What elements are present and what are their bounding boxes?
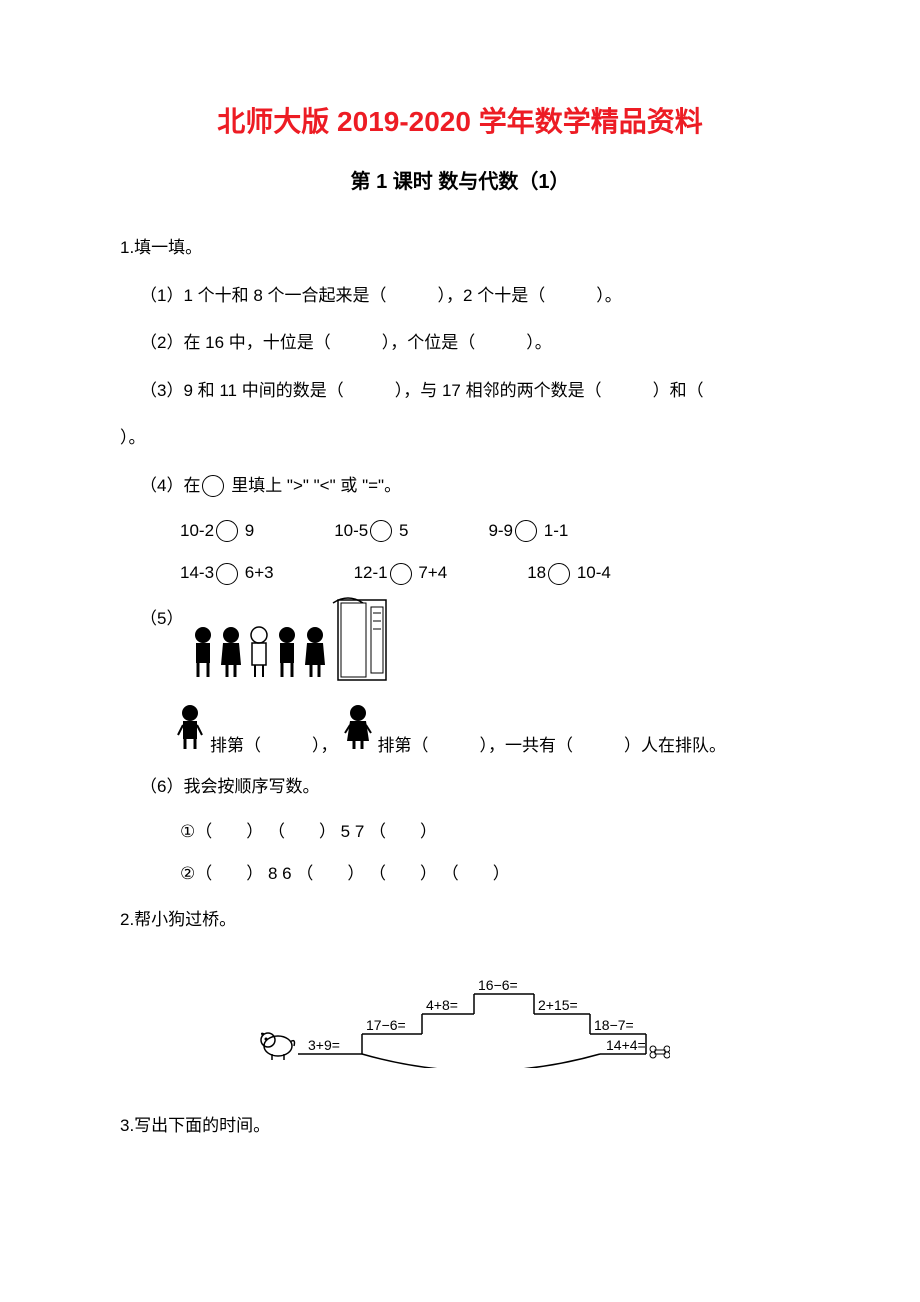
step-label: 16−6= <box>478 977 518 993</box>
q1-s4-text-b: 里填上 ">" "<" 或 "="。 <box>226 476 401 495</box>
q1-s3a: （3）9 和 11 中间的数是（ ），与 17 相邻的两个数是（ ）和（ <box>120 367 800 415</box>
q1-s5-line2: 排第（ ）， 排第（ ），一共有（ ）人在排队。 <box>120 703 800 763</box>
expr: 6+3 <box>240 563 274 582</box>
q1-s4-text-a: （4）在 <box>140 476 200 495</box>
q1-s4-header: （4）在 里填上 ">" "<" 或 "="。 <box>120 462 800 510</box>
step-label: 14+4= <box>606 1037 646 1053</box>
circle-blank-icon <box>202 475 224 497</box>
expr: 9-9 <box>488 521 513 540</box>
expr: 1-1 <box>539 521 568 540</box>
question-2: 2.帮小狗过桥。 3+9= 17−6= 4+8= 16−6= <box>120 896 800 1087</box>
q1-s6-seq1: ①（ ） （ ） 5 7 （ ） <box>120 811 800 854</box>
q1-s3b: ）。 <box>120 414 800 462</box>
queue-illustration <box>183 595 393 704</box>
bridge-diagram: 3+9= 17−6= 4+8= 16−6= 2+15= 18−7= 14+4= <box>120 958 800 1087</box>
circle-blank-icon <box>548 563 570 585</box>
step-label: 3+9= <box>308 1037 340 1053</box>
expr: 12-1 <box>354 563 388 582</box>
question-3: 3.写出下面的时间。 <box>120 1102 800 1150</box>
question-1: 1.填一填。 （1）1 个十和 8 个一合起来是（ ），2 个十是（ ）。 （2… <box>120 224 800 896</box>
step-label: 4+8= <box>426 997 458 1013</box>
step-label: 2+15= <box>538 997 578 1013</box>
q1-s1: （1）1 个十和 8 个一合起来是（ ），2 个十是（ ）。 <box>120 272 800 320</box>
expr: 10-2 <box>180 521 214 540</box>
q3-header: 3.写出下面的时间。 <box>120 1102 800 1150</box>
expr: 18 <box>527 563 546 582</box>
expr: 10-4 <box>572 563 611 582</box>
circle-blank-icon <box>390 563 412 585</box>
q5-text-b: 排第（ ），一共有（ ）人在排队。 <box>378 729 727 763</box>
circle-blank-icon <box>216 520 238 542</box>
math-item: 12-1 7+4 <box>354 552 448 595</box>
main-title: 北师大版 2019-2020 学年数学精品资料 <box>120 100 800 140</box>
step-label: 17−6= <box>366 1017 406 1033</box>
q5-text-a: 排第（ ）， <box>210 729 338 763</box>
q1-s6-seq2: ②（ ） 8 6 （ ） （ ） （ ） <box>120 853 800 896</box>
q1-s5-label: （5） <box>120 595 183 643</box>
circle-blank-icon <box>370 520 392 542</box>
math-item: 10-5 5 <box>334 510 408 553</box>
expr: 7+4 <box>414 563 448 582</box>
person-icon-1 <box>175 703 205 763</box>
q1-s5: （5） <box>120 595 800 704</box>
circle-blank-icon <box>515 520 537 542</box>
math-item: 18 10-4 <box>527 552 611 595</box>
math-item: 9-9 1-1 <box>488 510 568 553</box>
math-item: 14-3 6+3 <box>180 552 274 595</box>
q1-s6-header: （6）我会按顺序写数。 <box>120 763 800 811</box>
circle-blank-icon <box>216 563 238 585</box>
expr: 9 <box>240 521 254 540</box>
q1-s2: （2）在 16 中，十位是（ ），个位是（ ）。 <box>120 319 800 367</box>
q1-header: 1.填一填。 <box>120 224 800 272</box>
sub-title: 第 1 课时 数与代数（1） <box>120 165 800 194</box>
expr: 5 <box>394 521 408 540</box>
q1-s4-row1: 10-2 9 10-5 5 9-9 1-1 <box>120 510 800 553</box>
expr: 10-5 <box>334 521 368 540</box>
expr: 14-3 <box>180 563 214 582</box>
math-item: 10-2 9 <box>180 510 254 553</box>
step-label: 18−7= <box>594 1017 634 1033</box>
q2-header: 2.帮小狗过桥。 <box>120 896 800 944</box>
person-icon-2 <box>343 703 373 763</box>
q1-s4-row2: 14-3 6+3 12-1 7+4 18 10-4 <box>120 552 800 595</box>
